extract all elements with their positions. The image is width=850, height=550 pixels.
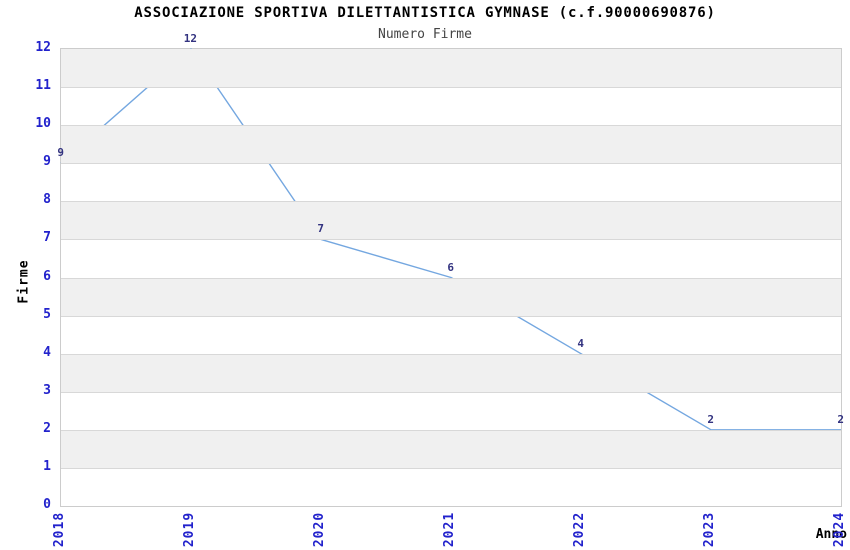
plot-band <box>61 49 841 88</box>
y-tick-label: 0 <box>43 497 51 512</box>
gridline <box>61 125 841 127</box>
plot-band <box>61 353 841 392</box>
plot-area: 9 12 7 6 4 2 2 <box>57 33 844 507</box>
plot-band <box>61 429 841 468</box>
y-tick-label: 12 <box>35 40 51 55</box>
x-tick-text: 2018 <box>52 511 68 547</box>
gridline <box>61 429 841 431</box>
chart-subtitle: Numero Firme <box>378 27 472 42</box>
x-axis-title: Anno <box>815 527 847 542</box>
plot-band <box>61 201 841 240</box>
x-tick-text: 2021 <box>442 511 458 547</box>
gridline <box>61 277 841 279</box>
y-tick-label: 10 <box>35 116 51 132</box>
gridline <box>61 315 841 317</box>
data-point-label: 2 <box>837 412 844 426</box>
gridline <box>61 239 841 241</box>
chart-title: ASSOCIAZIONE SPORTIVA DILETTANTISTICA GY… <box>134 5 716 21</box>
gridline <box>61 201 841 203</box>
gridline <box>61 163 841 165</box>
y-tick-label: 8 <box>43 192 51 208</box>
x-tick-text: 2023 <box>702 511 718 547</box>
y-tick-label: 6 <box>43 268 51 284</box>
data-point-label: 7 <box>317 222 324 236</box>
y-tick-label: 2 <box>43 420 51 436</box>
y-tick-label: 4 <box>43 344 51 360</box>
gridline <box>61 467 841 469</box>
data-point-label: 9 <box>57 146 64 160</box>
x-tick-label: 2022 <box>560 507 600 550</box>
gridline <box>61 391 841 393</box>
data-point-label: 2 <box>707 412 714 426</box>
x-tick-text: 2022 <box>572 511 588 547</box>
gridline <box>61 87 841 89</box>
x-tick-label: 2023 <box>690 507 730 550</box>
x-tick-text: 2020 <box>312 511 328 547</box>
plot-band <box>61 125 841 164</box>
x-tick-label: 2019 <box>170 507 210 550</box>
y-tick-label: 9 <box>43 154 51 170</box>
gridline <box>61 353 841 355</box>
data-point-label: 4 <box>577 336 584 350</box>
y-tick-label: 3 <box>43 382 51 398</box>
y-tick-label: 7 <box>43 230 51 246</box>
y-tick-label: 5 <box>43 306 51 322</box>
x-tick-label: 2024 <box>820 507 850 550</box>
x-tick-label: 2020 <box>300 507 340 550</box>
data-point-label: 6 <box>447 260 454 274</box>
x-tick-label: 2021 <box>430 507 470 550</box>
plot-band <box>61 277 841 316</box>
data-point-label: 12 <box>183 32 197 45</box>
y-tick-label: 11 <box>35 78 51 94</box>
x-tick-text: 2019 <box>182 511 198 547</box>
x-tick-label: 2018 <box>40 507 80 550</box>
x-tick-text: 2024 <box>832 511 848 547</box>
y-tick-label: 1 <box>43 458 51 474</box>
